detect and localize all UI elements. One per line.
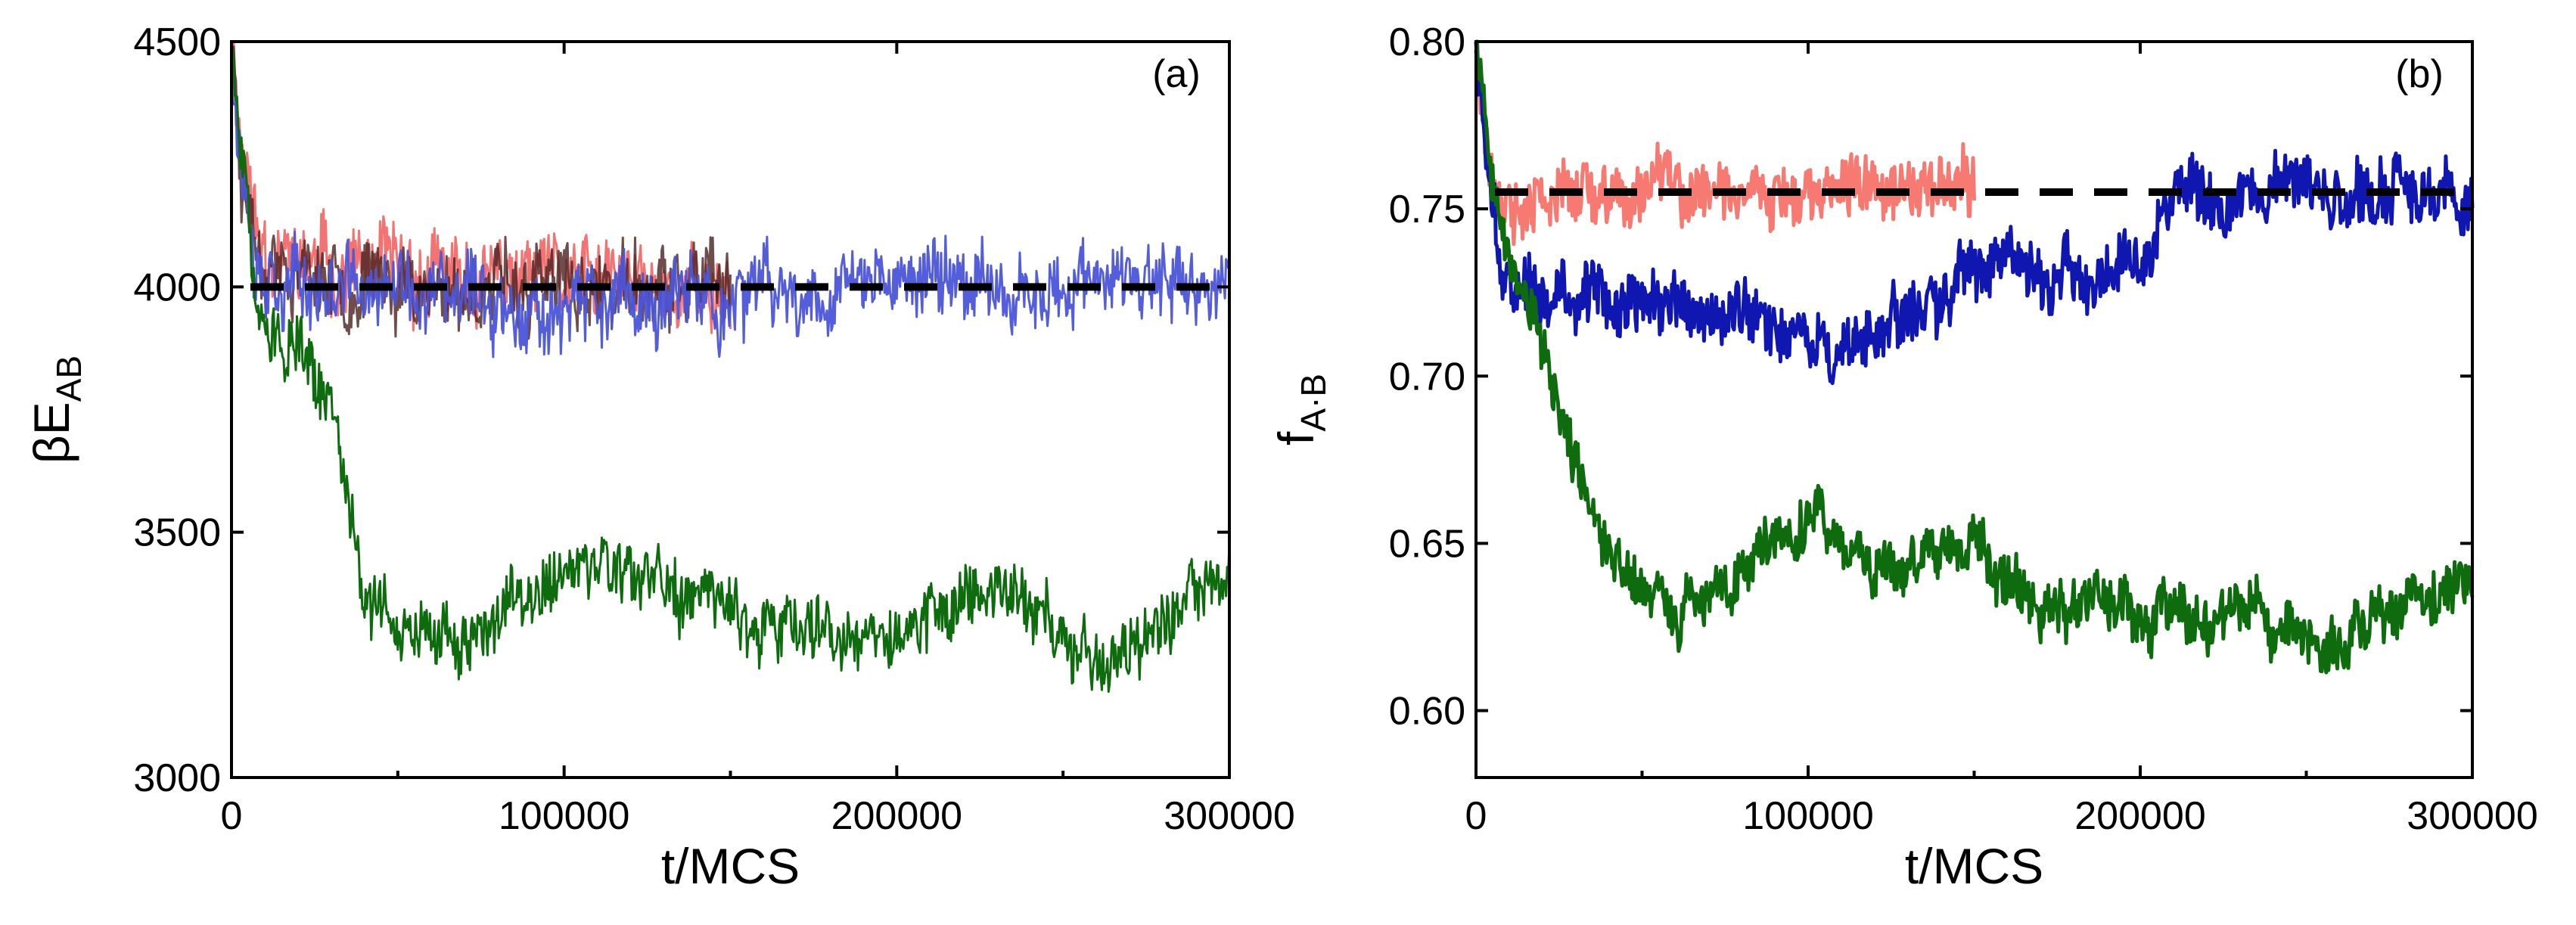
series-green [1474, 39, 2475, 675]
y-tick-label: 0.80 [1389, 20, 1465, 64]
series-blue [230, 41, 1231, 359]
panel-b-x-axis-label: t/MCS [1905, 838, 2043, 894]
x-tick-label: 100000 [499, 794, 630, 838]
panel-b-y-ticks: 0.60 0.65 0.70 0.75 0.80 [1389, 20, 2472, 734]
series-dark-brown [230, 45, 732, 340]
x-tick-label: 0 [1465, 794, 1487, 838]
panel-a-y-label-subscript: AB [49, 355, 89, 402]
panel-a-y-ticks: 3000 3500 4000 4500 [133, 20, 1229, 800]
panel-b-y-label-main: f [1268, 431, 1324, 445]
panel-a-series [230, 41, 1231, 693]
x-tick-label: 300000 [1164, 794, 1295, 838]
panel-a-x-axis-label: t/MCS [661, 838, 800, 894]
panel-a-y-axis-label: βEAB [23, 355, 89, 464]
series-blue [1474, 41, 2475, 386]
x-tick-label: 200000 [2074, 794, 2206, 838]
y-tick-label: 4000 [133, 265, 221, 309]
panel-a-plot-frame [230, 40, 1231, 779]
y-tick-label: 0.60 [1389, 690, 1465, 734]
y-tick-label: 3500 [133, 511, 221, 555]
panel-b-x-ticks: 0 100000 200000 300000 [1465, 42, 2538, 838]
y-tick-label: 0.75 [1389, 188, 1465, 231]
x-tick-label: 300000 [2407, 794, 2538, 838]
series-salmon [1475, 39, 1976, 247]
y-tick-label: 3000 [133, 756, 221, 800]
panel-b-y-label-subscript: A·B [1294, 374, 1333, 432]
panel-b-series [1474, 39, 2475, 675]
x-tick-label: 200000 [831, 794, 963, 838]
x-tick-label: 100000 [1742, 794, 1874, 838]
y-tick-label: 0.70 [1389, 355, 1465, 399]
panel-a-chart: 0 100000 200000 300000 3000 3500 4000 4500 t/M… [23, 20, 1295, 894]
panel-a-label: (a) [1152, 52, 1201, 96]
panel-a-y-label-main: βE [23, 402, 79, 464]
y-tick-label: 0.65 [1389, 522, 1465, 566]
series-green [230, 41, 1231, 693]
panel-b-chart: 0 100000 200000 300000 0.60 0.65 0.70 0.75 0.80… [1268, 20, 2538, 894]
y-tick-label: 4500 [133, 20, 221, 64]
panel-b-label: (b) [2395, 52, 2444, 96]
panel-a-x-ticks: 0 100000 200000 300000 [221, 42, 1295, 838]
x-tick-label: 0 [221, 794, 243, 838]
panel-b-y-axis-label: fA·B [1268, 374, 1333, 445]
